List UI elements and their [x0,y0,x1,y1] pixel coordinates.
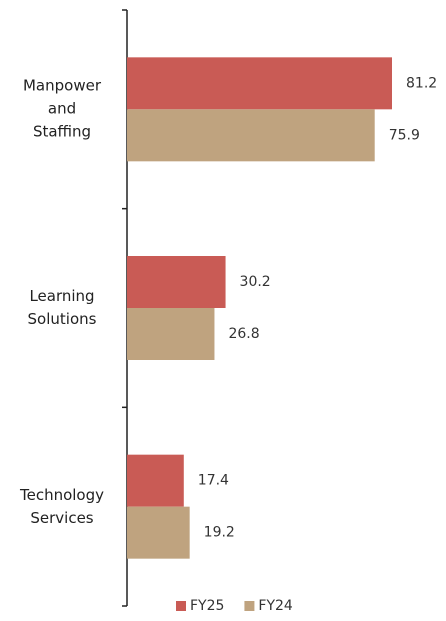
data-label: 26.8 [228,326,259,342]
data-label: 30.2 [240,274,271,290]
bar [127,109,375,162]
bar [127,256,226,308]
bar [127,506,190,559]
data-label: 19.2 [204,525,235,541]
data-label: 17.4 [198,473,229,489]
legend-label: FY24 [258,598,293,614]
bar [127,454,184,507]
bar [127,308,215,360]
legend-swatch [176,601,186,611]
bar [127,57,392,110]
data-label: 81.2 [406,75,437,91]
category-label: Learning Solutions [27,287,97,328]
data-label: 75.9 [389,127,420,143]
category-label: Technology Services [19,485,105,527]
category-label: Manpower and Staffing [22,76,101,141]
legend-swatch [244,601,255,611]
legend-label: FY25 [190,598,224,614]
